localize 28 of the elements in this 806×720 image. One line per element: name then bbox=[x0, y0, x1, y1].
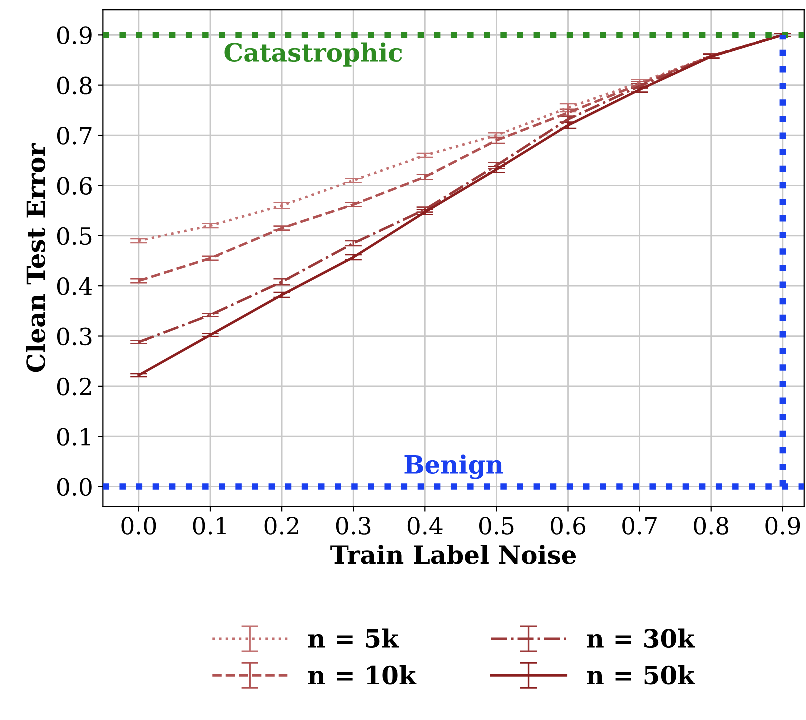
x-tick-label: 0.1 bbox=[193, 517, 226, 535]
y-tick-label: 0.4 bbox=[57, 278, 92, 296]
x-tick-label: 0.8 bbox=[694, 517, 729, 535]
x-tick-label: 0.7 bbox=[622, 517, 657, 535]
x-axis-title: Train Label Noise bbox=[330, 545, 576, 564]
y-tick-label: 0.3 bbox=[57, 328, 92, 346]
x-tick-label: 0.0 bbox=[122, 517, 156, 535]
legend-label: n = 50k bbox=[587, 665, 696, 685]
y-tick-label: 0.1 bbox=[57, 428, 90, 446]
x-tick-label: 0.3 bbox=[336, 517, 371, 535]
y-tick-label: 0.5 bbox=[57, 227, 92, 246]
x-tick-label: 0.2 bbox=[264, 517, 299, 535]
y-tick-label: 0.6 bbox=[57, 177, 92, 196]
x-tick-label: 0.5 bbox=[479, 517, 514, 535]
y-tick-label: 0.8 bbox=[57, 76, 92, 95]
y-axis-title: Clean Test Error bbox=[26, 143, 46, 372]
ref-line-label: Benign bbox=[404, 454, 504, 480]
y-tick-label: 0.9 bbox=[57, 26, 92, 44]
y-tick-label: 0.0 bbox=[57, 478, 92, 496]
legend-label: n = 30k bbox=[587, 628, 696, 648]
y-tick-label: 0.2 bbox=[57, 378, 92, 396]
x-tick-label: 0.6 bbox=[551, 517, 586, 535]
y-tick-label: 0.7 bbox=[57, 126, 92, 145]
x-tick-label: 0.9 bbox=[766, 517, 800, 535]
x-tick-label: 0.4 bbox=[408, 517, 443, 535]
legend-label: n = 5k bbox=[308, 628, 400, 648]
ref-line-label: Catastrophic bbox=[224, 42, 402, 67]
legend-label: n = 10k bbox=[308, 665, 417, 685]
